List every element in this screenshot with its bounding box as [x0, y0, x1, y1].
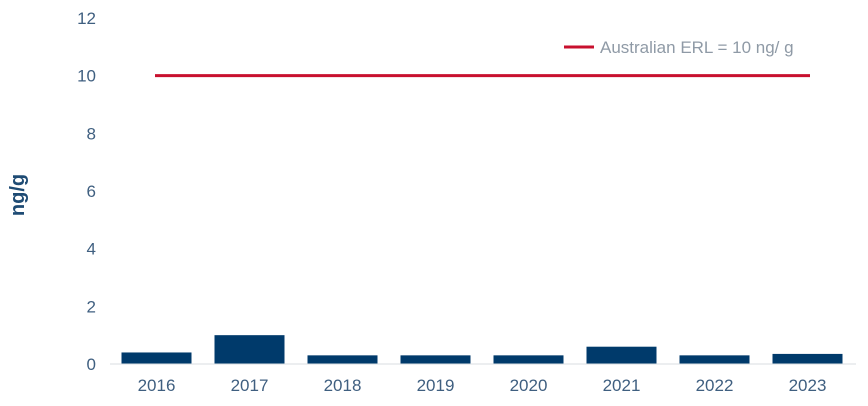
x-tick-label: 2023	[789, 376, 827, 395]
y-axis: 0 2 4 6 8 10 12	[77, 9, 96, 374]
legend: Australian ERL = 10 ng/ g	[564, 38, 794, 57]
x-tick-label: 2017	[231, 376, 269, 395]
y-tick-label: 4	[87, 240, 96, 259]
x-tick-label: 2019	[417, 376, 455, 395]
y-axis-label: ng/g	[7, 174, 29, 216]
x-tick-label: 2016	[138, 376, 176, 395]
x-axis: 2016 2017 2018 2019 2020 2021 2022 2023	[138, 376, 827, 395]
bar-2017	[215, 335, 285, 364]
y-tick-label: 0	[87, 355, 96, 374]
x-tick-label: 2021	[603, 376, 641, 395]
bar-2018	[308, 355, 378, 364]
bar-2023	[773, 354, 843, 364]
bar-2019	[401, 355, 471, 364]
bar-2016	[122, 352, 192, 364]
legend-label: Australian ERL = 10 ng/ g	[600, 38, 794, 57]
bars	[122, 335, 843, 364]
bar-2022	[680, 355, 750, 364]
bar-2021	[587, 347, 657, 364]
y-tick-label: 12	[77, 9, 96, 28]
y-tick-label: 8	[87, 124, 96, 143]
x-tick-label: 2020	[510, 376, 548, 395]
bar-2020	[494, 355, 564, 364]
y-tick-label: 2	[87, 297, 96, 316]
y-tick-label: 10	[77, 67, 96, 86]
x-tick-label: 2022	[696, 376, 734, 395]
y-tick-label: 6	[87, 182, 96, 201]
x-tick-label: 2018	[324, 376, 362, 395]
